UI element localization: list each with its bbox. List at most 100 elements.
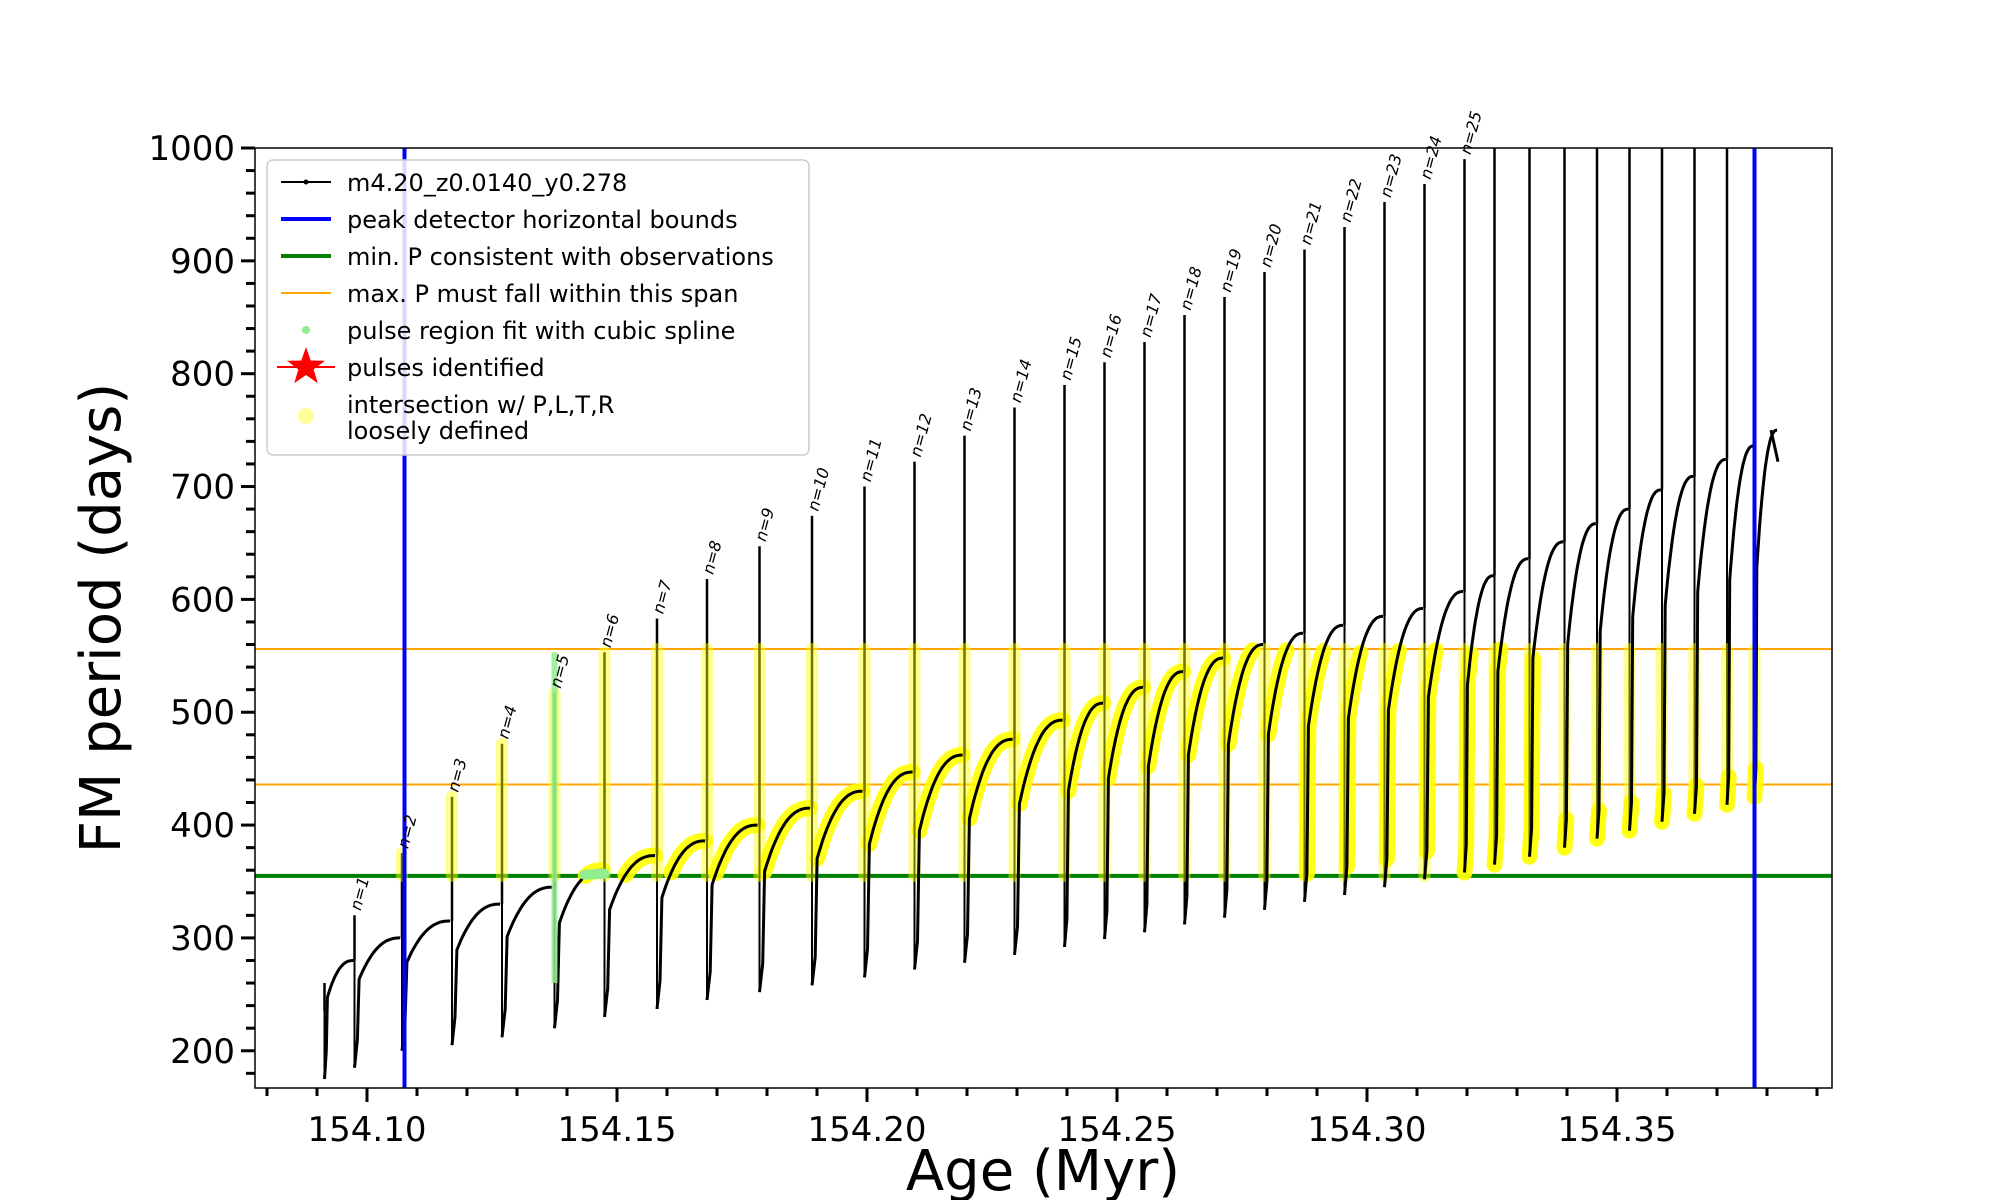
legend-label: m4.20_z0.0140_y0.278 xyxy=(347,169,627,197)
track-segment xyxy=(1183,656,1223,925)
track-segment xyxy=(963,737,1013,963)
pulse-label: n=4 xyxy=(494,703,521,741)
pulse-label: n=10 xyxy=(804,466,834,513)
y-tick-label: 800 xyxy=(170,355,235,395)
pulse-label: n=25 xyxy=(1456,109,1486,156)
track-segment xyxy=(1463,574,1494,873)
legend-label-line2: loosely defined xyxy=(347,417,529,445)
intersection-region xyxy=(1011,712,1071,812)
legend-label: pulse region fit with cubic spline xyxy=(347,317,735,345)
track-segment xyxy=(913,753,963,970)
intersection-region xyxy=(961,731,1021,827)
pulse-label: n=15 xyxy=(1056,335,1086,382)
y-tick-label: 900 xyxy=(170,242,235,282)
track-segment xyxy=(655,839,706,1010)
y-tick-label: 500 xyxy=(170,693,235,733)
x-axis-title: Age (Myr) xyxy=(906,1139,1180,1200)
track-segment xyxy=(1753,428,1778,797)
pulse-label: n=11 xyxy=(856,436,886,483)
track-segment xyxy=(863,770,913,978)
intersection-region xyxy=(756,800,818,880)
pulse-label: n=14 xyxy=(1006,357,1036,404)
y-tick-label: 600 xyxy=(170,580,235,620)
pulse-label: n=18 xyxy=(1176,265,1206,312)
y-tick-label: 700 xyxy=(170,468,235,508)
pulse-label: n=19 xyxy=(1216,247,1246,294)
track-segment xyxy=(400,919,451,1051)
pulse-label: n=20 xyxy=(1256,222,1286,269)
pulse-label: n=5 xyxy=(546,653,573,691)
spline-fit-region xyxy=(579,868,610,880)
track-segment xyxy=(1343,614,1384,896)
track-segment xyxy=(603,854,656,1018)
track-end xyxy=(1769,429,1780,463)
track-segment xyxy=(1303,623,1344,902)
x-tick-label: 154.15 xyxy=(558,1110,677,1150)
track-segment xyxy=(1628,488,1661,831)
track-segment xyxy=(1143,670,1184,933)
x-tick-label: 154.30 xyxy=(1308,1110,1427,1150)
x-tick-label: 154.20 xyxy=(808,1110,927,1150)
pulse-label: n=23 xyxy=(1376,152,1406,199)
track-segment xyxy=(1660,474,1694,822)
pulse-label: n=12 xyxy=(906,411,936,458)
legend-label: pulses identified xyxy=(347,354,545,382)
intersection-region xyxy=(809,783,871,867)
track-segment xyxy=(500,885,553,1038)
y-tick-label: 400 xyxy=(170,806,235,846)
legend-marker xyxy=(287,347,325,384)
intersection-region xyxy=(1100,679,1151,787)
track-segment xyxy=(1493,557,1529,865)
track-segment xyxy=(758,806,811,993)
pulse-label: n=21 xyxy=(1296,199,1326,246)
pulse-label: n=8 xyxy=(699,539,726,577)
track-segment xyxy=(1563,522,1596,848)
track-segment xyxy=(553,868,603,1029)
pulse-label: n=9 xyxy=(751,506,778,544)
track-segment xyxy=(1103,685,1143,940)
track-segment xyxy=(1725,444,1754,805)
pulse-label: n=22 xyxy=(1336,177,1366,224)
pulse-label: n=13 xyxy=(956,386,986,433)
pulse-label: n=16 xyxy=(1096,312,1126,359)
legend-marker xyxy=(302,326,310,334)
plot-area xyxy=(255,148,1832,1088)
intersection-region xyxy=(1180,650,1231,763)
x-tick-label: 154.35 xyxy=(1558,1110,1677,1150)
intersection-region xyxy=(911,747,971,839)
y-tick-label: 300 xyxy=(170,919,235,959)
y-axis-title: FM period (days) xyxy=(69,383,134,853)
y-tick-label: 200 xyxy=(170,1032,235,1072)
intersection-region xyxy=(1060,695,1111,799)
pulse-label: n=17 xyxy=(1136,291,1166,339)
axes: 154.10 154.15 154.20 154.25 154.30 154.35 200 3… xyxy=(148,129,1819,1150)
legend-label: peak detector horizontal bounds xyxy=(347,206,738,234)
pulse-label: n=3 xyxy=(444,756,471,794)
legend-marker xyxy=(303,179,309,185)
track-segment xyxy=(1528,540,1564,857)
track-segment xyxy=(353,936,401,1068)
track-segment xyxy=(1223,643,1264,918)
plot-frame xyxy=(254,147,1833,1089)
track-segment xyxy=(1693,458,1726,814)
track-segment xyxy=(705,823,758,1001)
x-tick-label: 154.10 xyxy=(308,1110,427,1150)
pulse-label: n=1 xyxy=(346,875,373,913)
legend-box xyxy=(266,159,810,456)
intersection-region xyxy=(1140,663,1191,775)
track-segment xyxy=(1595,507,1629,839)
track-segment xyxy=(323,959,354,1080)
track-segment xyxy=(1013,718,1063,955)
track-segment xyxy=(810,789,863,986)
pulse-label: n=6 xyxy=(596,612,623,650)
x-tick-label: 154.25 xyxy=(1058,1110,1177,1150)
pulse-label: n=24 xyxy=(1416,134,1446,181)
legend-label: intersection w/ P,L,T,R xyxy=(347,391,614,419)
intersection-region xyxy=(861,764,921,852)
track-segment xyxy=(1423,590,1463,880)
track-segment xyxy=(1383,606,1424,888)
track-segment xyxy=(450,902,501,1046)
track-segment xyxy=(1063,701,1103,948)
